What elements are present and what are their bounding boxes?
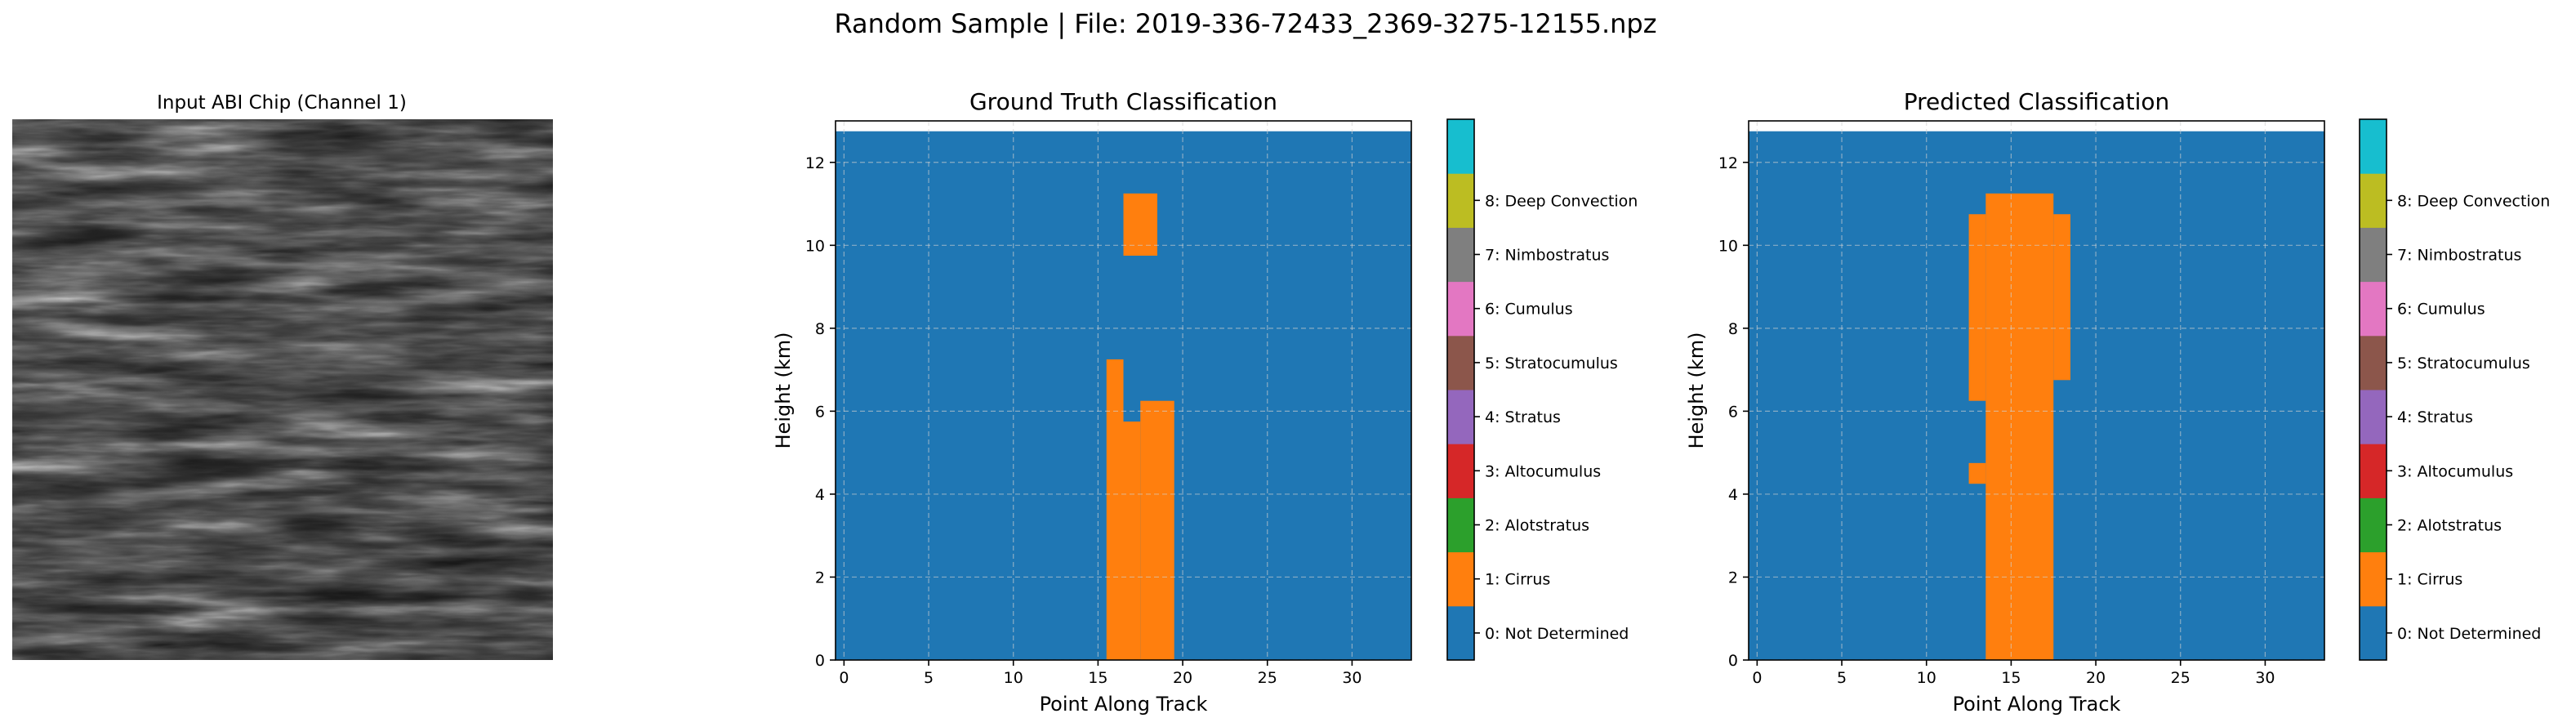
colorbar-segment [1447,335,1474,390]
colorbar-label: 1: Cirrus [2397,571,2462,589]
predicted-panel: Predicted Classification 0 5 10 15 20 25 30 0 2 4 6… [1685,88,2550,716]
y-tick-label: 10 [1718,237,1738,255]
y-tick-label: 0 [1728,652,1738,670]
y-axis-label: Height (km) [772,332,795,449]
class-cell [2053,214,2070,381]
colorbar-segment [2360,119,2387,174]
x-tick-label: 15 [2001,669,2021,687]
colorbar-frame [1446,118,1475,661]
x-tick-label: 20 [1173,669,1192,687]
colorbar-label: 5: Stratocumulus [1485,355,1618,372]
x-axis-label: Point Along Track [1953,693,2121,716]
image-panel-title: Input ABI Chip (Channel 1) [157,92,407,114]
colorbar-label: 6: Cumulus [1485,301,1573,319]
y-tick-label: 8 [1728,320,1738,338]
y-tick-label: 6 [815,403,825,421]
colorbar-label: 3: Altocumulus [2397,462,2513,480]
colorbar-segment [1447,227,1474,283]
x-axis-label: Point Along Track [1040,693,1208,716]
x-tick-label: 25 [2171,669,2190,687]
y-tick-label: 2 [815,569,825,587]
x-tick-label: 10 [1917,669,1936,687]
colorbar-segment [2360,173,2387,228]
y-tick-label: 12 [805,154,825,172]
axes-frame [835,120,1412,661]
colorbar-label: 2: Alotstratus [1485,517,1589,535]
class-cell [1985,193,2054,660]
y-tick-label: 10 [805,237,825,255]
colorbar-label: 8: Deep Convection [2397,192,2550,210]
x-tick-label: 0 [1752,669,1762,687]
colorbar-segment [1447,390,1474,444]
colorbar-frame [2359,118,2387,661]
x-tick-label: 15 [1088,669,1108,687]
colorbar-segment [1447,551,1474,607]
colorbar-label: 6: Cumulus [2397,301,2485,319]
y-tick-label: 4 [1728,486,1738,504]
y-tick-label: 8 [815,320,825,338]
colorbar-segment [1447,173,1474,228]
colorbar-segment [2360,605,2387,661]
class-cell [1106,359,1124,660]
x-tick-label: 20 [2086,669,2106,687]
y-tick-label: 6 [1728,403,1738,421]
colorbar-segment [1447,497,1474,553]
colorbar-label: 0: Not Determined [1485,625,1629,643]
class-cell [1123,421,1141,660]
colorbar-label: 4: Stratus [2397,408,2473,426]
colorbar-label: 8: Deep Convection [1485,192,1638,210]
colorbar-label: 5: Stratocumulus [2397,355,2530,372]
colorbar-segment [1447,605,1474,661]
colorbar-segment [1447,444,1474,498]
class-cell [1123,193,1157,256]
chart-title: Predicted Classification [1904,88,2170,115]
colorbar-label: 0: Not Determined [2397,625,2541,643]
axes-frame [1748,120,2325,661]
colorbar-label: 4: Stratus [1485,408,1561,426]
colorbar-segment [2360,281,2387,337]
y-tick-label: 2 [1728,569,1738,587]
input-image-panel: Input ABI Chip (Channel 1) [12,92,553,660]
y-tick-label: 4 [815,486,825,504]
colorbar-segment [2360,335,2387,390]
y-axis-label: Height (km) [1685,332,1708,449]
colorbar-label: 1: Cirrus [1485,571,1550,589]
colorbar-label: 7: Nimbostratus [1485,247,1609,265]
colorbar-segment [2360,444,2387,498]
class-cell [1968,462,1986,484]
colorbar-segment [2360,551,2387,607]
colorbar-segment [2360,227,2387,283]
colorbar-segment [1447,281,1474,337]
abi-chip-shade [12,119,553,660]
class-cell [1140,400,1174,660]
x-tick-label: 5 [1837,669,1847,687]
x-tick-label: 30 [2255,669,2275,687]
x-tick-label: 30 [1342,669,1362,687]
colorbar-segment [2360,390,2387,444]
colorbar-label: 7: Nimbostratus [2397,247,2521,265]
colorbar-label: 2: Alotstratus [2397,517,2502,535]
y-tick-label: 0 [815,652,825,670]
x-tick-label: 10 [1004,669,1023,687]
colorbar-segment [2360,497,2387,553]
x-tick-label: 25 [1258,669,1277,687]
x-tick-label: 0 [839,669,849,687]
colorbar-label: 3: Altocumulus [1485,462,1601,480]
x-tick-label: 5 [924,669,934,687]
y-tick-label: 12 [1718,154,1738,172]
colorbar-segment [1447,119,1474,174]
figure-suptitle: Random Sample | File: 2019-336-72433_236… [835,8,1657,39]
chart-title: Ground Truth Classification [969,88,1277,115]
class-cell [1968,214,1986,401]
